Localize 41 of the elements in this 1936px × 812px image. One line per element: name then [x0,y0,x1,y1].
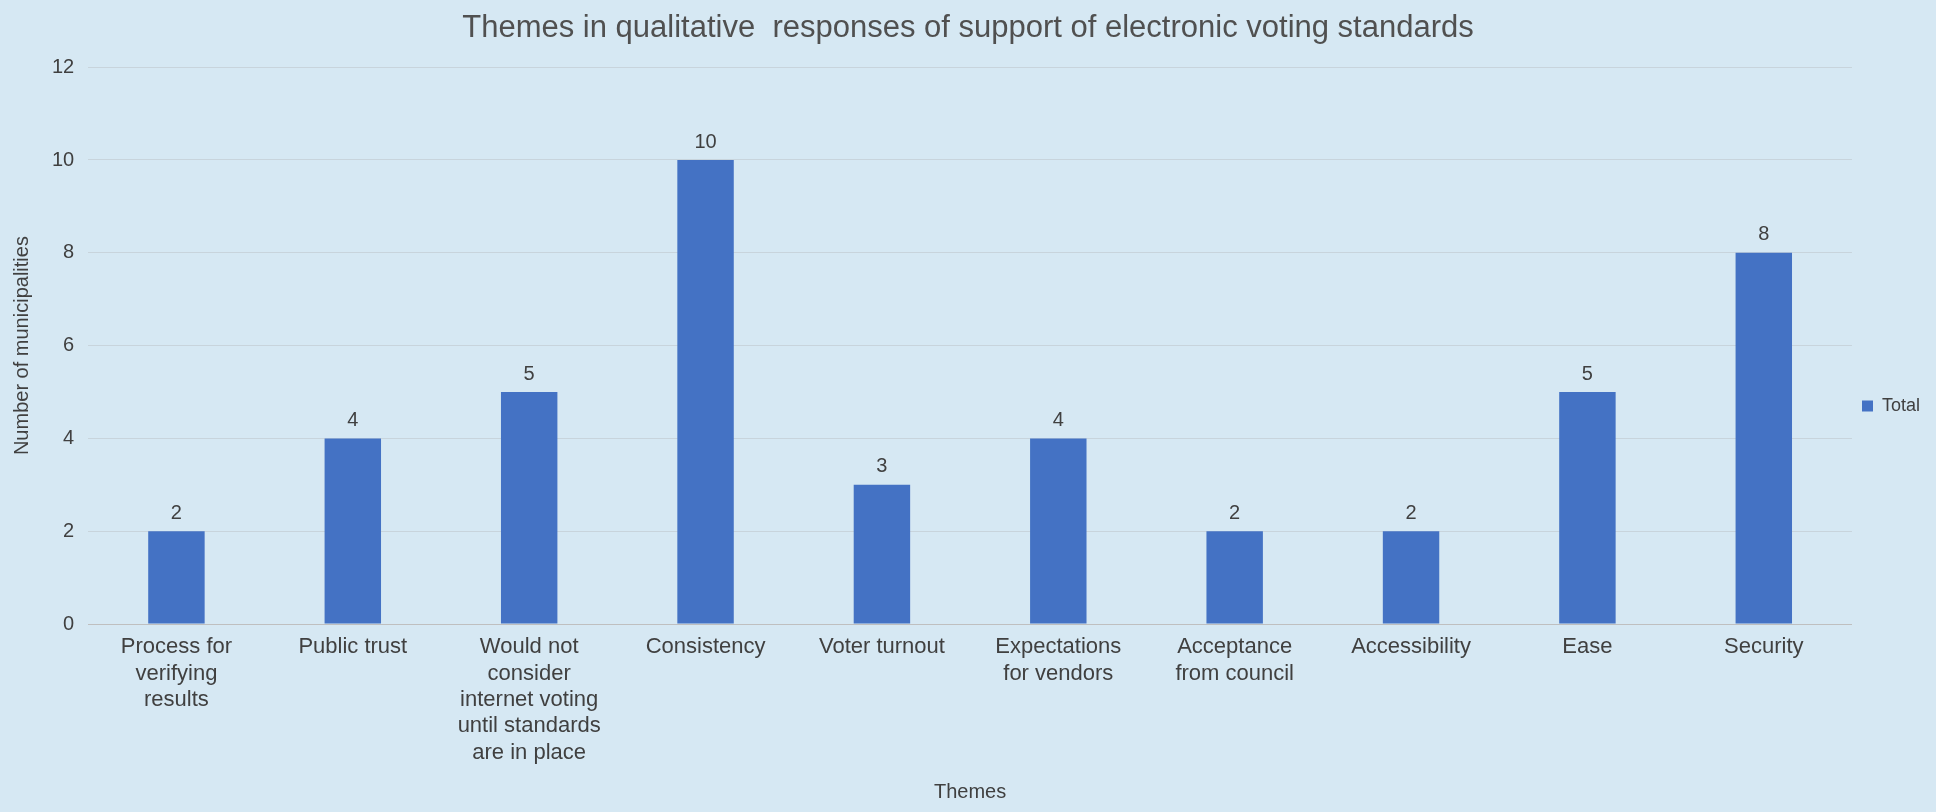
data-label: 2 [170,500,182,523]
bar [324,438,382,624]
data-label: 3 [876,454,888,477]
y-tick-label: 8 [63,240,75,263]
x-tick-label: Acceptance from council [1175,633,1294,685]
data-label: 2 [1229,500,1241,523]
bar [500,392,558,624]
y-tick-label: 4 [63,425,75,448]
y-tick-label: 12 [52,54,75,77]
x-axis-title: Themes [933,779,1007,802]
data-label: 2 [1405,500,1417,523]
data-label: 4 [1052,407,1064,430]
y-axis-title: Number of municipalities [9,236,32,456]
bar [677,160,734,624]
x-tick-label: Accessibility [1351,633,1471,659]
bar [1206,531,1263,624]
data-label: 8 [1758,222,1770,245]
y-tick-label: 0 [63,611,75,634]
x-tick-label: Process for verifying results [120,633,233,712]
y-tick-label: 10 [52,147,75,170]
data-label: 5 [1581,361,1593,384]
legend-label: Total [1881,394,1921,415]
y-tick-label: 2 [63,518,75,541]
x-tick-label: Would not consider internet voting until standards are in place [457,633,601,764]
bar [1735,252,1793,624]
x-tick-label: Consistency [645,633,766,659]
bar [853,484,911,624]
bar [1559,392,1616,624]
data-label: 4 [347,407,359,430]
chart-title: Themes in qualitative responses of support of electronic voting standards [462,9,1474,45]
x-tick-label: Security [1724,633,1804,659]
x-tick-label: Voter turnout [818,633,945,659]
y-tick-label: 6 [63,333,75,356]
data-label: 5 [523,361,535,384]
bar [1030,438,1087,624]
bar [148,531,205,624]
x-tick-label: Expectations for vendors [995,633,1122,685]
x-tick-label: Public trust [298,633,408,659]
data-label: 10 [694,129,717,152]
bar [1382,531,1440,624]
x-tick-label: Ease [1562,633,1613,659]
